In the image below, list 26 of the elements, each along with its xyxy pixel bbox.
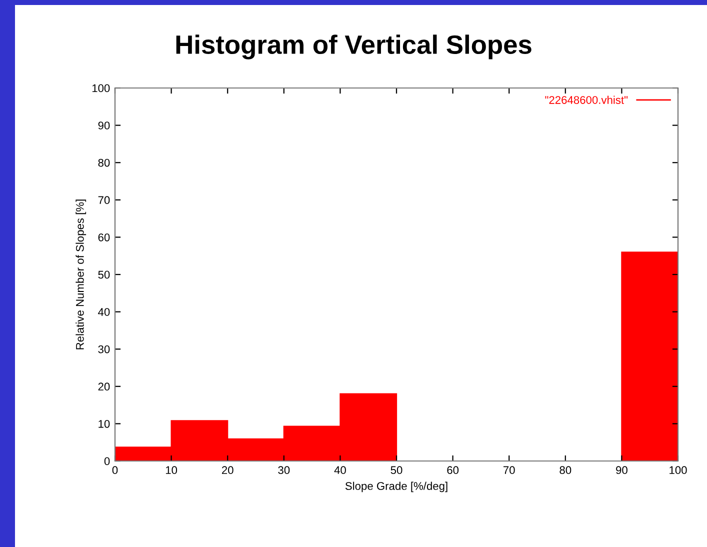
y-tick-label: 100 xyxy=(92,84,110,92)
y-tick-label: 90 xyxy=(98,122,110,130)
y-tick-label: 40 xyxy=(98,308,110,316)
x-tick-label: 100 xyxy=(670,466,687,474)
y-axis-title: Relative Number of Slopes [%] xyxy=(76,200,86,350)
y-tick-label: 70 xyxy=(98,196,110,204)
x-tick-label: 20 xyxy=(222,466,234,474)
legend-label: "22648600.vhist" xyxy=(545,96,628,104)
x-tick-label: 40 xyxy=(334,466,346,474)
x-tick-label: 90 xyxy=(616,466,628,474)
x-tick-label: 60 xyxy=(447,466,459,474)
x-tick-label: 70 xyxy=(503,466,515,474)
x-tick-label: 80 xyxy=(560,466,572,474)
y-tick-label: 30 xyxy=(98,345,110,354)
y-tick-label: 0 xyxy=(104,457,110,466)
y-tick-label: 80 xyxy=(98,158,110,167)
y-tick-label: 20 xyxy=(98,382,110,391)
y-tick-label: 10 xyxy=(98,420,110,428)
x-tick-label: 0 xyxy=(112,466,118,474)
x-tick-label: 50 xyxy=(390,466,402,474)
chart-title: Histogram of Vertical Slopes xyxy=(176,34,532,60)
y-tick-label: 50 xyxy=(98,270,110,279)
x-tick-label: 10 xyxy=(166,466,178,474)
x-tick-label: 30 xyxy=(278,466,290,474)
x-axis-title: Slope Grade [%/deg] xyxy=(345,482,448,492)
y-tick-label: 60 xyxy=(98,233,110,242)
